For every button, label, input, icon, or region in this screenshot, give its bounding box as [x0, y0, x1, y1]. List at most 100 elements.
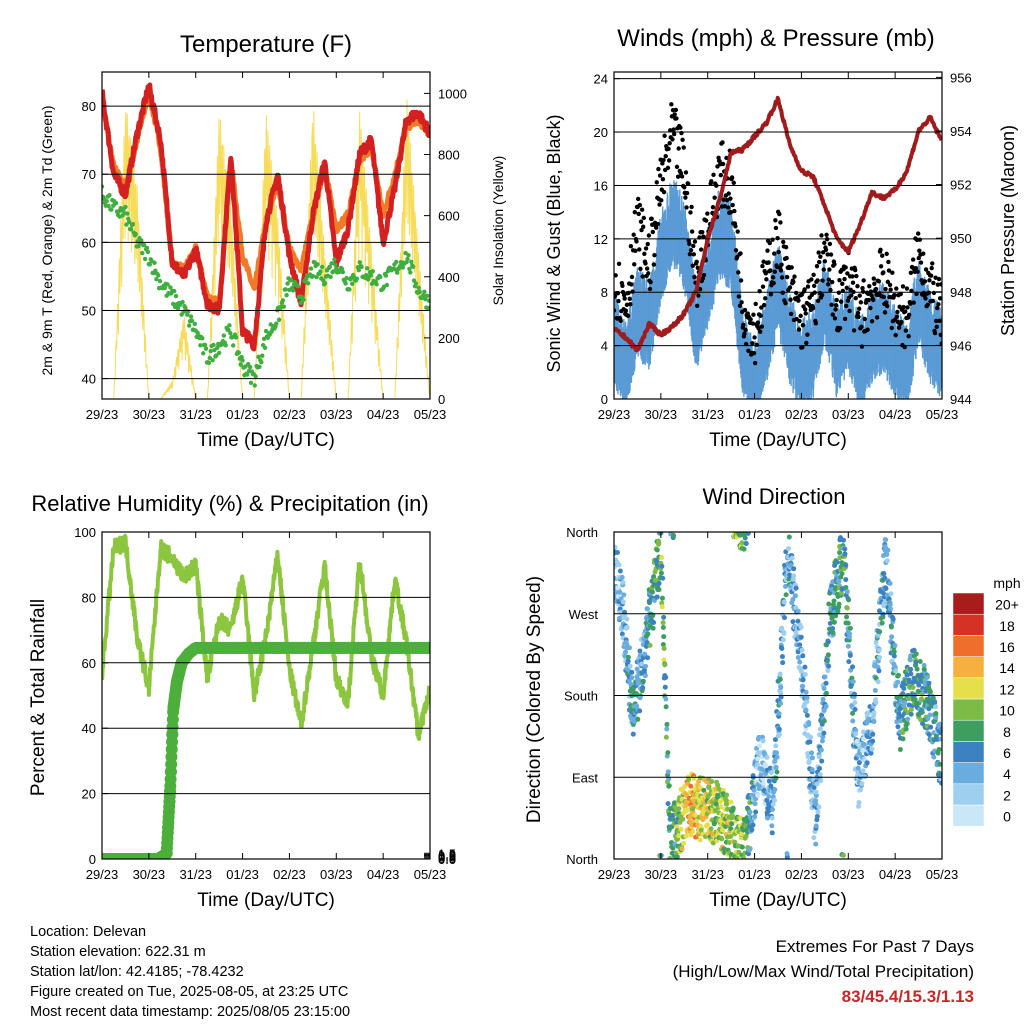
- dewpoint-point: [231, 343, 236, 348]
- direction-point: [895, 672, 901, 678]
- y-tick-label: East: [572, 770, 598, 785]
- direction-point: [772, 797, 778, 803]
- gust-point: [842, 316, 848, 322]
- direction-point: [804, 712, 810, 718]
- direction-point: [826, 601, 832, 607]
- direction-point: [873, 675, 879, 681]
- gust-point: [883, 300, 889, 305]
- direction-point: [649, 589, 655, 595]
- direction-point: [776, 711, 782, 717]
- gust-point: [901, 304, 906, 310]
- direction-point: [844, 589, 850, 595]
- gust-point: [631, 232, 636, 237]
- direction-point: [624, 624, 630, 630]
- dewpoint-point: [133, 231, 138, 237]
- precip-point: [177, 653, 190, 666]
- gust-point: [775, 236, 780, 241]
- direction-point: [664, 721, 670, 727]
- dewpoint-point: [333, 262, 338, 267]
- direction-point: [879, 620, 885, 626]
- gust-point: [649, 216, 654, 222]
- direction-point: [784, 851, 790, 857]
- gust-point: [936, 302, 941, 307]
- dewpoint-point: [192, 321, 197, 327]
- direction-point: [708, 826, 714, 832]
- dewpoint-point: [320, 264, 325, 270]
- direction-point: [663, 734, 669, 740]
- x-tick-label: 31/23: [179, 867, 212, 882]
- direction-point: [857, 787, 863, 793]
- gust-point: [898, 291, 903, 297]
- dewpoint-point: [328, 274, 333, 280]
- dewpoint-point: [332, 257, 337, 262]
- direction-point: [647, 642, 653, 648]
- dewpoint-point: [201, 351, 206, 356]
- direction-point: [856, 803, 862, 809]
- dewpoint-point: [186, 309, 191, 314]
- direction-point: [831, 598, 837, 604]
- gust-point: [771, 280, 776, 286]
- direction-point: [825, 639, 831, 645]
- direction-point: [881, 571, 887, 577]
- direction-point: [820, 696, 826, 702]
- gust-point: [837, 277, 842, 283]
- dewpoint-point: [408, 270, 413, 275]
- gust-point: [692, 239, 698, 244]
- direction-point: [698, 827, 704, 833]
- direction-point: [816, 754, 822, 760]
- x-tick-label: 05/23: [414, 407, 447, 422]
- gust-point: [896, 325, 902, 330]
- direction-point: [817, 726, 823, 732]
- direction-point: [871, 719, 877, 725]
- dewpoint-point: [113, 200, 119, 206]
- gust-point: [938, 332, 942, 338]
- dewpoint-point: [200, 336, 205, 341]
- gust-point: [637, 202, 643, 208]
- direction-point: [892, 643, 898, 649]
- humidity-frame: [101, 531, 431, 860]
- dewpoint-point: [314, 274, 319, 280]
- direction-point: [751, 787, 757, 793]
- extremes-subtitle: (High/Low/Max Wind/Total Precipitation): [672, 962, 974, 981]
- direction-point: [847, 625, 853, 631]
- dewpoint-point: [125, 211, 130, 216]
- rh-line: [102, 533, 430, 741]
- gust-point: [829, 302, 834, 308]
- y-tick-label: 20: [594, 125, 608, 140]
- gust-point: [865, 327, 870, 332]
- direction-point: [797, 642, 803, 648]
- direction-point: [793, 630, 799, 636]
- direction-point: [709, 778, 715, 784]
- gust-point: [616, 261, 622, 266]
- direction-point: [913, 651, 919, 657]
- gust-point: [743, 327, 748, 333]
- direction-point: [783, 592, 789, 598]
- dewpoint-point: [215, 345, 220, 351]
- gust-point: [845, 271, 850, 276]
- dewpoint-point: [274, 321, 279, 326]
- gust-point: [622, 296, 627, 301]
- gust-point: [627, 296, 632, 302]
- gust-point: [654, 180, 659, 185]
- x-tick-label: 29/23: [598, 407, 631, 422]
- direction-point: [615, 585, 621, 591]
- direction-point: [889, 634, 895, 640]
- gust-point: [768, 292, 774, 297]
- humidity-ylabel-left: Percent & Total Rainfall: [28, 599, 49, 796]
- dewpoint-point: [124, 222, 129, 227]
- y-tick-label: 40: [82, 372, 96, 387]
- gust-point: [833, 307, 838, 312]
- gust-point: [759, 324, 765, 329]
- created-text: Figure created on Tue, 2025-08-05, at 23…: [30, 984, 349, 1000]
- dewpoint-point: [202, 342, 208, 348]
- direction-point: [843, 585, 849, 591]
- gust-point: [882, 310, 888, 315]
- gust-point: [925, 302, 930, 308]
- gust-point: [811, 283, 817, 289]
- gust-point: [791, 279, 796, 285]
- gust-point: [799, 292, 805, 297]
- direction-point: [749, 779, 755, 785]
- gust-point: [681, 145, 686, 150]
- dewpoint-point: [409, 259, 414, 265]
- direction-point: [821, 718, 827, 724]
